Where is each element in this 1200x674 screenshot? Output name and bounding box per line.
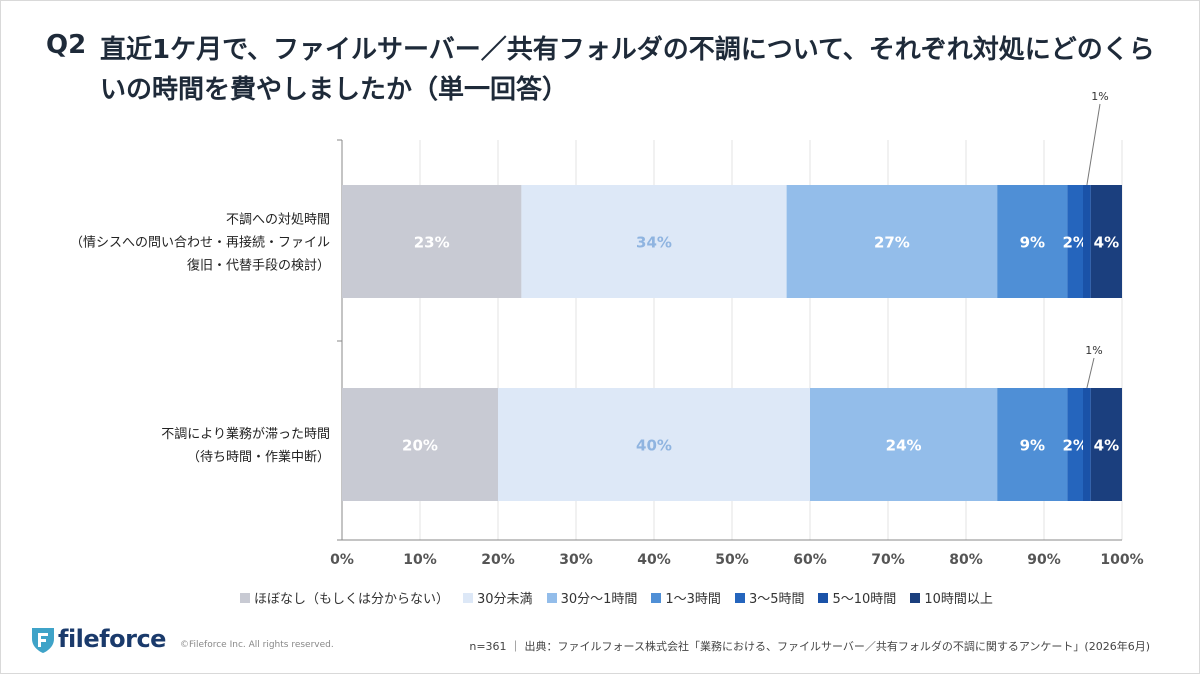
data-label: 27% <box>874 234 910 252</box>
data-label: 4% <box>1094 437 1119 455</box>
fileforce-logo: fileforce <box>28 624 166 654</box>
category-label: （情シスへの問い合わせ・再接続・ファイル <box>70 235 330 251</box>
legend-label: 30分〜1時間 <box>560 592 638 607</box>
bar-segment <box>997 185 1068 298</box>
data-label: 20% <box>402 437 438 455</box>
bar-segment <box>342 185 522 298</box>
x-tick-label: 90% <box>1027 552 1061 568</box>
x-tick-label: 80% <box>949 552 983 568</box>
bar-segment <box>997 388 1068 501</box>
category-label: 復旧・代替手段の検討） <box>187 258 330 274</box>
legend-item: ほぼなし（もしくは分からない） <box>240 588 449 607</box>
data-label: 40% <box>636 437 672 455</box>
bar-segment <box>342 388 498 501</box>
data-label: 2% <box>1062 437 1087 455</box>
legend-swatch <box>818 592 829 603</box>
bar-segment <box>1083 185 1091 298</box>
x-tick-label: 50% <box>715 552 749 568</box>
legend-item: 1〜3時間 <box>651 588 721 607</box>
callout-label: 1% <box>1091 90 1108 103</box>
bar-segment <box>786 185 998 298</box>
legend-label: 30分未満 <box>477 592 533 607</box>
question-label: Q2 <box>46 30 87 60</box>
legend-swatch <box>734 592 745 603</box>
data-label: 9% <box>1020 437 1045 455</box>
fileforce-shield-icon <box>32 628 54 653</box>
chart-legend: ほぼなし（もしくは分からない） 30分未満 30分〜1時間 1〜3時間 3〜5時間 5〜1… <box>240 588 1007 607</box>
legend-label: 3〜5時間 <box>748 592 805 607</box>
legend-label: ほぼなし（もしくは分からない） <box>254 592 450 607</box>
category-label: 不調への対処時間 <box>226 213 330 228</box>
x-tick-label: 30% <box>559 552 593 568</box>
x-tick-label: 40% <box>637 552 671 568</box>
legend-swatch <box>240 592 250 603</box>
legend-label: 10時間以上 <box>924 592 993 607</box>
legend-swatch <box>910 592 921 603</box>
x-tick-label: 70% <box>871 552 905 568</box>
legend-item: 3〜5時間 <box>734 588 805 607</box>
legend-item: 30分未満 <box>463 588 533 607</box>
bar-segment <box>1067 185 1083 298</box>
legend-label: 1〜3時間 <box>665 592 721 607</box>
data-label: 34% <box>636 234 672 252</box>
category-label: 不調により業務が滞った時間 <box>161 426 330 442</box>
x-tick-label: 0% <box>330 552 354 568</box>
legend-swatch <box>463 592 474 603</box>
legend-item: 30分〜1時間 <box>546 588 638 607</box>
bar-segment <box>1067 388 1083 501</box>
x-tick-label: 20% <box>481 552 515 568</box>
bar-segment <box>521 185 787 298</box>
category-label: （待ち時間・作業中断） <box>187 449 330 465</box>
legend-item: 10時間以上 <box>910 588 993 607</box>
legend-item: 5〜10時間 <box>818 588 896 607</box>
callout-line <box>1086 103 1101 186</box>
bar-segment <box>810 388 998 501</box>
logo-text: fileforce <box>58 625 166 653</box>
callout-label: 1% <box>1085 344 1102 357</box>
data-label: 24% <box>886 437 922 455</box>
x-tick-label: 100% <box>1100 552 1143 568</box>
chart-title: 直近1ケ月で、ファイルサーバー／共有フォルダの不調について、それぞれ対処にどのく… <box>100 35 1155 105</box>
source-note: n=361 ｜ 出典：ファイルフォース株式会社「業務における、ファイルサーバー／… <box>469 640 1150 653</box>
bar-segment <box>1090 185 1122 298</box>
legend-swatch <box>651 592 662 603</box>
x-tick-label: 10% <box>403 552 437 568</box>
legend-label: 5〜10時間 <box>832 592 897 607</box>
bar-segment <box>498 388 810 501</box>
data-label: 23% <box>414 234 450 252</box>
data-label: 2% <box>1062 234 1087 252</box>
data-label: 9% <box>1020 234 1045 252</box>
copyright-text: ©Fileforce Inc. All rights reserved. <box>180 640 334 650</box>
x-tick-label: 60% <box>793 552 827 568</box>
data-label: 4% <box>1094 234 1119 252</box>
bar-segment <box>1090 388 1122 501</box>
legend-swatch <box>546 592 557 603</box>
bar-segment <box>1083 388 1091 501</box>
callout-line <box>1086 357 1095 389</box>
